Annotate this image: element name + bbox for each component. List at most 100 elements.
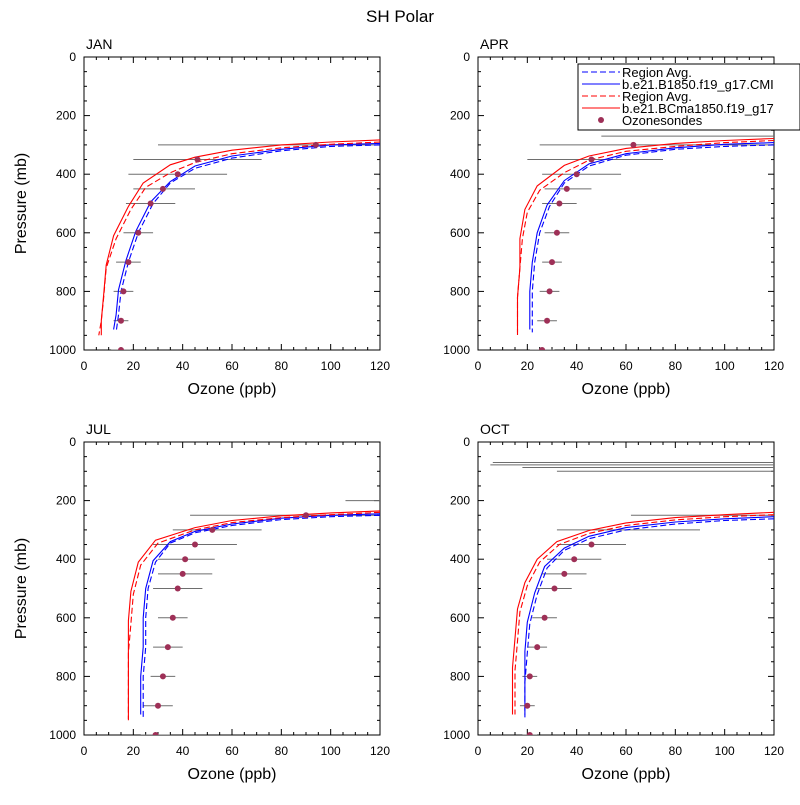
x-tick-label: 60 [225, 744, 239, 758]
legend-label: Region Avg. [622, 65, 692, 80]
series-line-1 [531, 144, 774, 333]
legend-entry: b.e21.B1850.f19_g17.CMI [582, 77, 774, 92]
sonde-marker [534, 644, 541, 651]
y-tick-label: 200 [56, 494, 76, 508]
x-tick-label: 120 [370, 744, 390, 758]
sonde-marker [588, 541, 595, 548]
legend-label: Region Avg. [622, 89, 692, 104]
x-tick-label: 100 [715, 744, 735, 758]
y-tick-label: 0 [463, 435, 470, 449]
y-tick-label: 400 [56, 167, 76, 181]
y-tick-label: 800 [450, 669, 470, 683]
sonde-marker [573, 171, 580, 178]
legend-entry: b.e21.BCma1850.f19_g17 [582, 101, 774, 116]
series-line-1 [142, 514, 380, 718]
y-tick-label: 0 [463, 50, 470, 64]
sonde-marker [526, 673, 533, 680]
x-tick-label: 0 [475, 744, 482, 758]
y-tick-label: 200 [450, 494, 470, 508]
plot-area [127, 500, 380, 735]
sonde-marker [152, 732, 159, 735]
y-tick-label: 600 [56, 611, 76, 625]
sonde-marker [147, 200, 154, 207]
series-line-4 [127, 510, 380, 719]
x-tick-label: 120 [764, 744, 784, 758]
x-axis-label: Ozone (ppb) [188, 381, 277, 398]
series-line-4 [516, 137, 774, 333]
series-line-4 [100, 139, 380, 336]
y-axis-label: Pressure (mb) [13, 538, 30, 639]
sonde-marker [563, 185, 570, 192]
figure-title: SH Polar [366, 7, 434, 26]
series-line-3 [516, 139, 774, 336]
series-line-2 [140, 513, 380, 715]
sonde-marker [120, 288, 127, 295]
y-axis-label: Pressure (mb) [13, 153, 30, 254]
y-tick-label: 0 [69, 435, 76, 449]
sonde-marker [588, 156, 595, 163]
x-tick-label: 20 [521, 744, 535, 758]
x-tick-label: 100 [321, 359, 341, 373]
x-tick-label: 100 [321, 744, 341, 758]
legend-label: b.e21.B1850.f19_g17.CMI [622, 77, 774, 92]
y-tick-label: 400 [450, 552, 470, 566]
y-tick-label: 1000 [443, 343, 470, 357]
series-line-3 [98, 141, 380, 336]
sonde-marker [630, 141, 637, 148]
x-tick-label: 60 [225, 359, 239, 373]
sonde-marker [544, 317, 551, 324]
panel-apr: APR 0 20 40 60 80 100 120 0 200 400 600 800 1000 Ozone… [443, 36, 784, 398]
panel-oct: OCT 0 20 40 60 80 100 120 0 200 400 600 800 1000 Ozone… [443, 421, 784, 783]
sonde-marker [553, 229, 560, 236]
y-tick-label: 1000 [443, 728, 470, 742]
x-tick-label: 120 [764, 359, 784, 373]
y-tick-label: 0 [69, 50, 76, 64]
legend-box [577, 63, 800, 131]
x-tick-label: 0 [81, 744, 88, 758]
x-axis-label: Ozone (ppb) [582, 766, 671, 783]
sonde-marker [118, 347, 124, 350]
sonde-marker [303, 512, 309, 519]
panel-title: OCT [480, 421, 510, 437]
sonde-marker [179, 570, 186, 577]
sonde-marker [174, 585, 181, 592]
sonde-marker [546, 288, 553, 295]
y-tick-label: 600 [450, 611, 470, 625]
x-axis-label: Ozone (ppb) [582, 381, 671, 398]
y-tick-label: 800 [56, 284, 76, 298]
sonde-marker [135, 229, 142, 236]
y-tick-label: 400 [450, 167, 470, 181]
y-tick-label: 200 [56, 109, 76, 123]
sonde-marker [549, 259, 555, 266]
series-line-1 [524, 518, 774, 718]
x-tick-label: 80 [275, 359, 289, 373]
y-tick-label: 800 [56, 669, 76, 683]
legend: Region Avg.b.e21.B1850.f19_g17.CMIRegion… [577, 63, 800, 131]
y-tick-label: 200 [450, 109, 470, 123]
y-tick-label: 800 [450, 284, 470, 298]
sonde-marker [155, 702, 161, 709]
sonde-marker [118, 317, 124, 324]
x-tick-label: 0 [475, 359, 482, 373]
series-line-3 [127, 511, 380, 721]
legend-marker [598, 117, 604, 123]
series-line-1 [115, 144, 380, 333]
plot-area [516, 135, 774, 350]
legend-entry: Region Avg. [582, 89, 692, 104]
sonde-marker [539, 347, 546, 350]
x-tick-label: 120 [370, 359, 390, 373]
sonde-marker [125, 259, 132, 266]
sonde-marker [561, 570, 568, 577]
sonde-marker [159, 673, 166, 680]
x-tick-label: 80 [669, 359, 683, 373]
x-tick-label: 20 [127, 744, 141, 758]
plot-frame [477, 441, 775, 736]
x-tick-label: 100 [715, 359, 735, 373]
sonde-marker [192, 541, 198, 548]
legend-label: Ozonesondes [622, 113, 703, 128]
x-tick-label: 40 [570, 744, 584, 758]
x-tick-label: 80 [275, 744, 289, 758]
y-tick-label: 1000 [49, 728, 76, 742]
sonde-marker [209, 526, 216, 533]
x-tick-label: 40 [176, 744, 190, 758]
